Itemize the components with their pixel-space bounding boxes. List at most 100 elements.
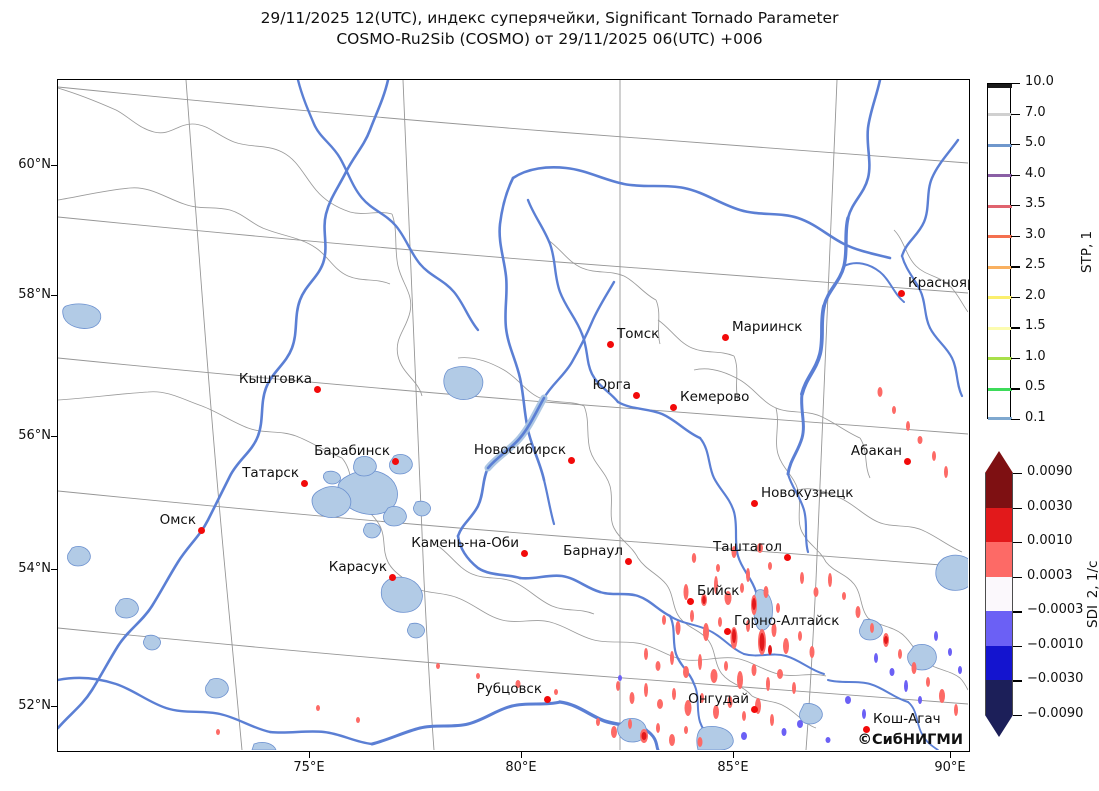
colorbar-stp-body [987, 83, 1012, 420]
colorbar-stp-tick [1011, 266, 1020, 268]
colorbar-stp-level-line [988, 296, 1012, 300]
city-dot-icon [862, 725, 870, 733]
city-dot-icon [686, 597, 694, 605]
rivers [58, 80, 964, 750]
city-dot-icon [632, 391, 640, 399]
sdi-negative-field [618, 631, 962, 743]
colorbar-sdi-tick [1013, 507, 1022, 509]
city-label: Барнаул [563, 543, 623, 559]
map-plot-area[interactable]: Кыштовка Барабинск Татарск Омск Карасук Камен… [57, 79, 970, 752]
city-dot-icon [300, 479, 308, 487]
colorbar-stp-tick [1011, 83, 1020, 85]
lat-tick [51, 295, 57, 297]
city-label: Новосибирск [473, 442, 566, 458]
colorbar-stp-tick [1011, 205, 1020, 207]
city-label: Таштагол [713, 539, 782, 555]
lat-tick-label: 52°N [18, 698, 51, 713]
colorbar-sdi[interactable]: 0.0090 0.0030 0.0010 0.0003 −0.0003 −0.0010 −0… [985, 440, 1099, 760]
colorbar-sdi-tick-label: 0.0010 [1027, 533, 1073, 549]
colorbar-sdi-band [985, 473, 1013, 508]
city-dot-icon [197, 526, 205, 534]
colorbar-sdi-band [985, 611, 1013, 646]
colorbar-stp-level-line [988, 235, 1012, 239]
city-label: Барабинск [314, 443, 390, 459]
colorbar-stp-tick-label: 2.0 [1025, 287, 1046, 303]
colorbar-stp-tick-label: 1.0 [1025, 348, 1046, 364]
lat-tick [51, 165, 57, 167]
colorbar-stp-tick-label: 10.0 [1025, 74, 1054, 89]
city-label: Юрга [592, 377, 631, 393]
lat-tick-label: 56°N [18, 428, 51, 443]
colorbar-sdi-under-arrow [985, 715, 1013, 737]
city-label: Камень-на-Оби [411, 535, 519, 551]
colorbar-stp[interactable]: 10.0 7.0 5.0 4.0 3.5 3.0 2.5 2.0 1.5 1.0 0.5 0.1 STP… [987, 74, 1097, 425]
city-dot-icon [313, 385, 321, 393]
city-dot-icon [903, 457, 911, 465]
colorbar-sdi-tick-label: −0.0090 [1027, 706, 1084, 721]
city-dot-icon [606, 340, 614, 348]
copyright-label: ©СибНИГМИ [857, 732, 963, 748]
colorbar-sdi-tick-label: 0.0030 [1027, 498, 1073, 514]
city-dot-icon [721, 333, 729, 341]
colorbar-sdi-tick-label: 0.0090 [1027, 464, 1073, 479]
lat-tick [51, 436, 57, 438]
city-label: Новокузнецк [761, 485, 854, 501]
lon-tick [309, 752, 311, 758]
colorbar-sdi-tick [1013, 473, 1022, 475]
colorbar-sdi-band [985, 680, 1013, 715]
lon-tick-label: 75°E [293, 760, 325, 775]
title-line-1: 29/11/2025 12(UTC), индекс суперячейки, … [260, 9, 839, 27]
lon-tick-label: 85°E [717, 760, 749, 775]
city-label: Омск [159, 512, 196, 528]
lon-tick-label: 90°E [934, 760, 966, 775]
sdi-strong-positive-field [641, 596, 888, 740]
city-label: Татарск [242, 465, 299, 481]
colorbar-stp-level-line [988, 265, 1012, 269]
sdi-positive-field [216, 387, 958, 747]
colorbar-stp-tick-label: 3.0 [1025, 226, 1046, 242]
lon-tick [950, 752, 952, 758]
city-dot-icon [520, 549, 528, 557]
colorbar-stp-tick [1011, 296, 1020, 299]
city-label: Мариинск [732, 319, 803, 335]
colorbar-sdi-tick [1013, 576, 1022, 578]
colorbar-stp-tick [1011, 357, 1020, 360]
colorbar-sdi-tick-label: −0.0010 [1027, 636, 1084, 652]
map-canvas [58, 80, 968, 750]
colorbar-stp-title: STP, 1 [1079, 230, 1095, 273]
title-line-2: COSMO-Ru2Sib (COSMO) от 29/11/2025 06(UT… [336, 30, 763, 48]
colorbar-stp-level-line [988, 113, 1012, 117]
colorbar-sdi-tick [1013, 715, 1022, 717]
colorbar-stp-level-line [988, 387, 1012, 391]
colorbar-sdi-tick [1013, 611, 1022, 613]
lat-tick-label: 60°N [18, 157, 51, 172]
colorbar-stp-tick [1011, 144, 1020, 146]
city-label: Онгудай [688, 691, 749, 707]
city-label: Кыштовка [238, 371, 312, 387]
colorbar-stp-tick [1011, 235, 1020, 238]
city-dot-icon [543, 695, 551, 703]
colorbar-sdi-band [985, 576, 1013, 612]
city-label: Рубцовск [476, 681, 542, 697]
city-label: Абакан [850, 443, 902, 459]
admin-borders [58, 87, 968, 729]
colorbar-sdi-over-arrow [985, 451, 1013, 473]
colorbar-stp-tick [1011, 113, 1020, 115]
lat-tick [51, 706, 57, 708]
colorbar-stp-tick [1011, 419, 1020, 421]
colorbar-stp-tick [1011, 327, 1020, 329]
city-label: Горно-Алтайск [734, 613, 840, 629]
city-label: Красноярск [908, 275, 969, 291]
city-dot-icon [783, 553, 791, 561]
city-dot-icon [567, 456, 575, 464]
lat-tick [51, 569, 57, 571]
lon-tick-label: 80°E [505, 760, 537, 775]
city-label: Томск [617, 326, 660, 342]
colorbar-sdi-band [985, 645, 1013, 681]
city-dot-icon [624, 557, 632, 565]
colorbar-sdi-band [985, 507, 1013, 543]
colorbar-sdi-tick [1013, 542, 1022, 544]
lat-tick-label: 58°N [18, 287, 51, 302]
colorbar-stp-level-line [988, 84, 1012, 88]
colorbar-stp-level-line [988, 143, 1012, 147]
